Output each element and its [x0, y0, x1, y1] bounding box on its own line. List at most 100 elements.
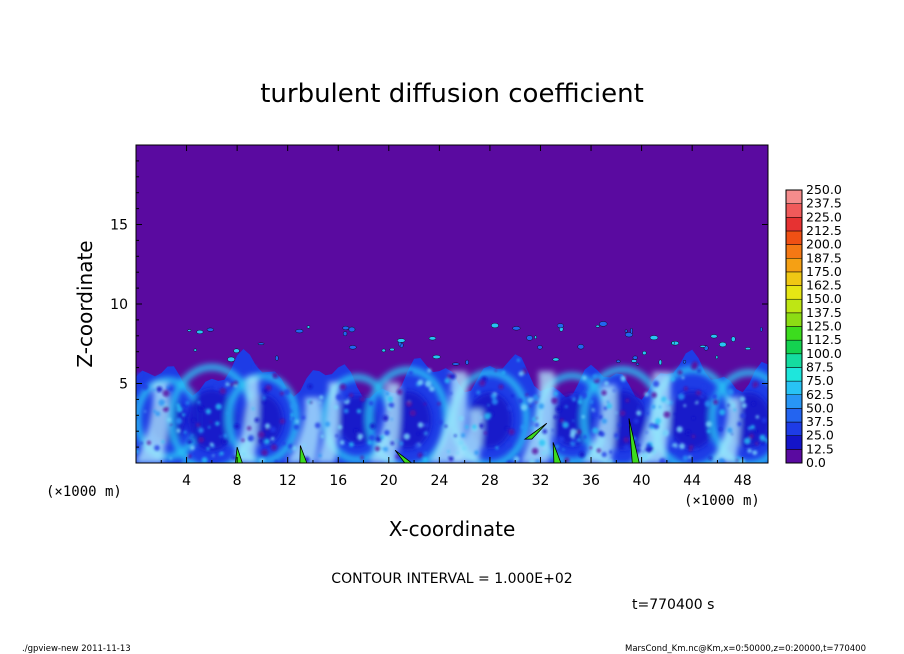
- speckle: [604, 380, 609, 386]
- speckle: [535, 417, 538, 420]
- speckle: [752, 450, 758, 456]
- detached-blob: [342, 325, 350, 331]
- colorbar-label: 187.5: [806, 250, 842, 265]
- speckle: [357, 433, 364, 440]
- speckle: [444, 424, 448, 428]
- speckle: [662, 429, 669, 437]
- speckle: [559, 418, 564, 423]
- speckle: [207, 426, 211, 429]
- colorbar-label: 87.5: [806, 359, 834, 374]
- speckle: [205, 408, 212, 415]
- colorbar-swatch: [785, 285, 803, 300]
- speckle: [553, 391, 559, 396]
- speckle: [727, 388, 734, 396]
- speckle: [247, 426, 252, 431]
- speckle: [599, 431, 605, 437]
- speckle: [241, 438, 245, 442]
- detached-blob: [624, 329, 628, 333]
- speckle: [751, 401, 756, 406]
- speckle: [582, 375, 587, 381]
- speckle: [479, 423, 484, 429]
- y-axis-label: Z-coordinate: [73, 240, 97, 367]
- speckle: [166, 385, 170, 389]
- speckle: [658, 405, 662, 409]
- speckle: [449, 456, 454, 461]
- x-axis: 4 8 12 16 20 24 28 32 36 40 44 48: [160, 145, 752, 489]
- speckle: [659, 457, 666, 463]
- detached-blob: [760, 327, 763, 332]
- speckle: [368, 434, 376, 442]
- detached-blob: [635, 362, 640, 366]
- speckle: [730, 432, 733, 435]
- speckle: [592, 373, 599, 380]
- speckle: [215, 421, 220, 426]
- speckle: [270, 436, 275, 441]
- speckle: [417, 379, 424, 386]
- colorbar-swatch: [785, 380, 803, 396]
- colorbar-label: 100.0: [806, 346, 842, 361]
- speckle: [187, 454, 192, 459]
- speckle: [454, 434, 457, 437]
- time-label: t=770400 s: [632, 597, 714, 613]
- speckle: [387, 396, 394, 402]
- speckle: [176, 428, 181, 433]
- speckle: [409, 409, 417, 417]
- colorbar-label: 50.0: [806, 400, 834, 415]
- colorbar-label: 125.0: [806, 319, 842, 334]
- speckle: [601, 418, 608, 424]
- detached-blob: [233, 348, 240, 354]
- speckle: [348, 441, 354, 448]
- speckle: [242, 452, 246, 456]
- speckle: [262, 396, 266, 400]
- speckle: [219, 435, 222, 438]
- speckle: [603, 406, 608, 411]
- speckle: [152, 388, 156, 392]
- x-tick-label: 28: [481, 473, 499, 489]
- footer-right: MarsCond_Km.nc@Km,x=0:50000,z=0:20000,t=…: [625, 644, 866, 654]
- speckle: [343, 408, 349, 414]
- speckle: [209, 420, 212, 423]
- speckle: [307, 384, 313, 389]
- speckle: [369, 423, 376, 429]
- speckle: [353, 428, 359, 434]
- speckle: [264, 423, 271, 429]
- speckle: [444, 378, 450, 384]
- speckle: [388, 402, 395, 409]
- speckle: [652, 449, 657, 455]
- speckle: [460, 433, 466, 438]
- speckle: [226, 411, 229, 415]
- speckle: [617, 423, 622, 427]
- speckle: [219, 387, 227, 395]
- speckle: [229, 382, 234, 387]
- speckle: [437, 402, 441, 406]
- speckle: [261, 449, 268, 456]
- speckle: [333, 404, 339, 410]
- speckle: [169, 387, 173, 392]
- speckle: [719, 427, 723, 431]
- speckle: [636, 406, 640, 409]
- speckle: [343, 396, 349, 402]
- speckle: [683, 404, 687, 408]
- strong-streak: [552, 442, 562, 463]
- colorbar: 0.012.525.037.550.062.575.087.5100.0112.…: [785, 182, 842, 470]
- plume: [451, 409, 484, 463]
- speckle: [529, 458, 535, 463]
- speckle: [225, 378, 229, 382]
- colorbar-swatch: [785, 230, 803, 245]
- speckle: [141, 383, 149, 391]
- speckle: [262, 400, 266, 404]
- speckle: [274, 460, 278, 463]
- strong-streak: [523, 422, 548, 440]
- speckle: [718, 458, 725, 463]
- speckle: [501, 370, 506, 375]
- speckle: [320, 434, 325, 439]
- speckle: [390, 418, 393, 421]
- speckle: [700, 394, 704, 399]
- speckle: [262, 387, 269, 394]
- speckle: [642, 450, 645, 454]
- speckle: [712, 394, 718, 400]
- speckle: [423, 402, 427, 406]
- detached-blob: [526, 335, 533, 341]
- speckle: [613, 432, 619, 438]
- plot-area: [136, 145, 768, 463]
